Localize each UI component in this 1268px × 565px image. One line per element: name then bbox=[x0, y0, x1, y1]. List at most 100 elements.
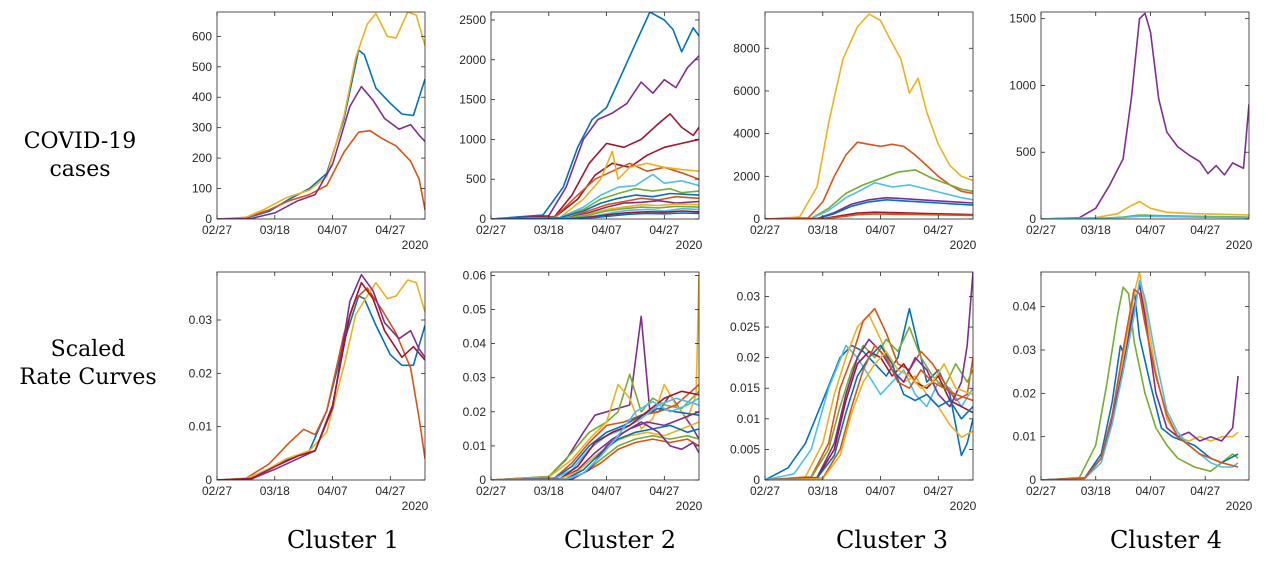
y-tick-label: 0.005 bbox=[730, 442, 760, 456]
series-line-13 bbox=[491, 421, 699, 480]
y-tick-label: 0.05 bbox=[463, 303, 487, 317]
series-line-1 bbox=[217, 295, 425, 480]
series-line-5 bbox=[765, 196, 973, 219]
series-line-2 bbox=[1041, 288, 1239, 480]
y-tick-label: 1500 bbox=[1009, 12, 1036, 26]
x-tick-label: 04/27 bbox=[649, 484, 679, 498]
x-tick-label: 04/07 bbox=[866, 223, 896, 237]
series-line-8 bbox=[765, 344, 973, 480]
series-line-8 bbox=[765, 213, 973, 219]
y-tick-label: 500 bbox=[1016, 145, 1036, 159]
series-line-3 bbox=[491, 113, 699, 219]
series-line-1 bbox=[491, 12, 699, 219]
axes-box bbox=[764, 11, 974, 220]
y-tick-label: 0.025 bbox=[730, 320, 760, 334]
y-tick-label: 0 bbox=[479, 212, 486, 226]
chart-panel-r1c1: 0 100 200 300 400 500 600 02/27 03/18 04/07 04/272… bbox=[192, 11, 429, 252]
chart-panel-r1c2: 0 500 1000 1500 2000 2500 02/27 03/18 04/07 04/27… bbox=[459, 11, 703, 252]
x-tick-label: 04/07 bbox=[866, 484, 896, 498]
row-label-2-line-2: Rate Curves bbox=[19, 365, 156, 390]
y-tick-label: 0.02 bbox=[189, 366, 213, 380]
series-line-2 bbox=[217, 129, 425, 219]
x-tick-label: 04/07 bbox=[318, 484, 348, 498]
column-label-cluster-2: Cluster 2 bbox=[564, 526, 676, 554]
axes-box bbox=[764, 271, 974, 481]
x-tick-label: 02/27 bbox=[202, 484, 232, 498]
x-tick-label: 03/18 bbox=[808, 484, 838, 498]
series-group bbox=[1041, 12, 1249, 219]
series-line-4 bbox=[491, 138, 699, 219]
column-label-cluster-3: Cluster 3 bbox=[836, 526, 948, 554]
series-line-4 bbox=[765, 181, 973, 219]
x-year-label: 2020 bbox=[402, 499, 429, 513]
x-tick-label: 02/27 bbox=[1026, 223, 1056, 237]
y-tick-label: 6000 bbox=[733, 84, 760, 98]
x-tick-label: 04/27 bbox=[1190, 223, 1220, 237]
x-tick-label: 02/27 bbox=[476, 484, 506, 498]
series-line-16 bbox=[491, 212, 699, 219]
x-tick-label: 04/27 bbox=[649, 223, 679, 237]
x-year-label: 2020 bbox=[1226, 238, 1253, 252]
x-tick-label: 02/27 bbox=[1026, 484, 1056, 498]
y-tick-label: 0.04 bbox=[463, 337, 487, 351]
y-tick-label: 200 bbox=[192, 151, 212, 165]
series-line-1 bbox=[1041, 286, 1239, 480]
series-line-4 bbox=[1041, 215, 1249, 219]
y-tick-label: 0 bbox=[753, 212, 760, 226]
y-tick-label: 0.01 bbox=[737, 412, 761, 426]
y-tick-label: 0 bbox=[479, 473, 486, 487]
series-line-1 bbox=[765, 13, 973, 219]
series-line-1 bbox=[1041, 12, 1249, 219]
series-group bbox=[1041, 272, 1239, 480]
chart-panel-r1c3: 0 2000 4000 6000 8000 02/27 03/18 04/07 04/27202… bbox=[733, 11, 977, 252]
series-line-6 bbox=[491, 397, 699, 480]
y-tick-label: 0 bbox=[1029, 212, 1036, 226]
x-tick-label: 04/27 bbox=[1190, 484, 1220, 498]
y-tick-label: 0 bbox=[205, 473, 212, 487]
x-tick-label: 03/18 bbox=[1081, 484, 1111, 498]
x-year-label: 2020 bbox=[1226, 499, 1253, 513]
series-line-14 bbox=[491, 397, 699, 480]
x-tick-label: 03/18 bbox=[1081, 223, 1111, 237]
series-group bbox=[217, 273, 425, 480]
series-line-4 bbox=[217, 85, 425, 219]
series-line-6 bbox=[765, 199, 973, 219]
series-line-4 bbox=[1041, 284, 1239, 480]
series-line-7 bbox=[491, 390, 699, 480]
series-group bbox=[765, 272, 973, 480]
y-tick-label: 2000 bbox=[733, 169, 760, 183]
y-tick-label: 0.01 bbox=[189, 420, 213, 434]
y-tick-label: 0 bbox=[753, 473, 760, 487]
series-line-3 bbox=[217, 279, 425, 480]
series-line-3 bbox=[491, 275, 699, 480]
x-year-label: 2020 bbox=[950, 499, 977, 513]
y-tick-label: 0.06 bbox=[463, 268, 487, 282]
x-tick-label: 03/18 bbox=[534, 223, 564, 237]
y-tick-label: 0.03 bbox=[737, 289, 761, 303]
x-year-label: 2020 bbox=[676, 499, 703, 513]
x-tick-label: 02/27 bbox=[476, 223, 506, 237]
series-line-9 bbox=[491, 421, 699, 480]
chart-panel-r1c4: 0 500 1000 1500 02/27 03/18 04/07 04/27 2020 bbox=[1009, 11, 1253, 252]
row-label-1-line-1: COVID-19 bbox=[24, 129, 137, 154]
y-tick-label: 1500 bbox=[459, 93, 486, 107]
series-group bbox=[491, 275, 699, 480]
x-tick-label: 04/07 bbox=[592, 484, 622, 498]
series-line-4 bbox=[491, 383, 699, 480]
column-labels: Cluster 1 Cluster 2 Cluster 3 Cluster 4 bbox=[287, 526, 1222, 554]
axes-box bbox=[490, 271, 700, 481]
y-tick-label: 500 bbox=[192, 60, 212, 74]
y-tick-label: 0.03 bbox=[189, 313, 213, 327]
series-line-3 bbox=[765, 169, 973, 219]
series-line-6 bbox=[1041, 288, 1239, 480]
y-tick-label: 100 bbox=[192, 182, 212, 196]
series-line-2 bbox=[1041, 200, 1249, 219]
y-tick-label: 600 bbox=[192, 29, 212, 43]
series-line-3 bbox=[1041, 272, 1239, 480]
column-label-cluster-1: Cluster 1 bbox=[287, 526, 399, 554]
x-tick-label: 03/18 bbox=[260, 484, 290, 498]
y-tick-label: 0.02 bbox=[737, 351, 761, 365]
series-line-1 bbox=[765, 307, 973, 480]
